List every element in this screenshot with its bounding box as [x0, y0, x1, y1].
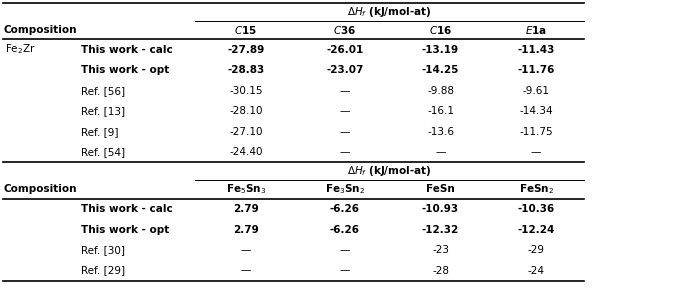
- Text: -26.01: -26.01: [326, 44, 363, 55]
- Text: $\it{E}$1a: $\it{E}$1a: [525, 24, 547, 36]
- Text: This work - opt: This work - opt: [81, 65, 169, 75]
- Text: $\Delta H_f$ (kJ/mol-at): $\Delta H_f$ (kJ/mol-at): [347, 5, 432, 19]
- Text: Ref. [13]: Ref. [13]: [81, 106, 125, 116]
- Text: -10.93: -10.93: [422, 204, 459, 214]
- Text: Ref. [56]: Ref. [56]: [81, 85, 125, 96]
- Text: -11.43: -11.43: [518, 44, 555, 55]
- Text: —: —: [435, 147, 446, 157]
- Text: This work - opt: This work - opt: [81, 224, 169, 235]
- Text: $\it{C}$15: $\it{C}$15: [234, 24, 257, 36]
- Text: 2.79: 2.79: [233, 204, 259, 214]
- Text: -12.32: -12.32: [422, 224, 459, 235]
- Text: Fe$_3$Sn$_2$: Fe$_3$Sn$_2$: [325, 182, 365, 196]
- Text: -9.88: -9.88: [427, 85, 454, 96]
- Text: -6.26: -6.26: [330, 204, 360, 214]
- Text: -12.24: -12.24: [518, 224, 555, 235]
- Text: -29: -29: [528, 245, 544, 255]
- Text: This work - calc: This work - calc: [81, 204, 172, 214]
- Text: 2.79: 2.79: [233, 224, 259, 235]
- Text: —: —: [339, 147, 350, 157]
- Text: -27.89: -27.89: [227, 44, 264, 55]
- Text: $\Delta H_f$ (kJ/mol-at): $\Delta H_f$ (kJ/mol-at): [347, 164, 432, 178]
- Text: $\it{C}$16: $\it{C}$16: [429, 24, 452, 36]
- Text: -11.76: -11.76: [518, 65, 555, 75]
- Text: FeSn: FeSn: [426, 184, 455, 194]
- Text: -23.07: -23.07: [326, 65, 363, 75]
- Text: -24: -24: [528, 265, 544, 276]
- Text: -13.19: -13.19: [422, 44, 459, 55]
- Text: -24.40: -24.40: [229, 147, 263, 157]
- Text: Ref. [29]: Ref. [29]: [81, 265, 125, 276]
- Text: -6.26: -6.26: [330, 224, 360, 235]
- Text: Composition: Composition: [3, 184, 77, 194]
- Text: Ref. [9]: Ref. [9]: [81, 127, 118, 137]
- Text: -23: -23: [432, 245, 449, 255]
- Text: —: —: [240, 265, 251, 276]
- Text: —: —: [240, 245, 251, 255]
- Text: -14.34: -14.34: [519, 106, 553, 116]
- Text: —: —: [339, 265, 350, 276]
- Text: -9.61: -9.61: [522, 85, 550, 96]
- Text: This work - calc: This work - calc: [81, 44, 172, 55]
- Text: -27.10: -27.10: [229, 127, 263, 137]
- Text: Ref. [30]: Ref. [30]: [81, 245, 124, 255]
- Text: -14.25: -14.25: [422, 65, 459, 75]
- Text: -28.83: -28.83: [227, 65, 264, 75]
- Text: —: —: [339, 106, 350, 116]
- Text: -30.15: -30.15: [229, 85, 263, 96]
- Text: —: —: [339, 127, 350, 137]
- Text: -10.36: -10.36: [518, 204, 555, 214]
- Text: -28: -28: [432, 265, 449, 276]
- Text: -11.75: -11.75: [519, 127, 553, 137]
- Text: -13.6: -13.6: [427, 127, 454, 137]
- Text: Ref. [54]: Ref. [54]: [81, 147, 125, 157]
- Text: Fe$_5$Sn$_3$: Fe$_5$Sn$_3$: [226, 182, 266, 196]
- Text: -16.1: -16.1: [427, 106, 454, 116]
- Text: -28.10: -28.10: [229, 106, 263, 116]
- Text: —: —: [339, 85, 350, 96]
- Text: $\it{C}$36: $\it{C}$36: [333, 24, 357, 36]
- Text: —: —: [531, 147, 542, 157]
- Text: Composition: Composition: [3, 25, 77, 35]
- Text: Fe$_2$Zr: Fe$_2$Zr: [5, 43, 36, 56]
- Text: FeSn$_2$: FeSn$_2$: [518, 182, 554, 196]
- Text: —: —: [339, 245, 350, 255]
